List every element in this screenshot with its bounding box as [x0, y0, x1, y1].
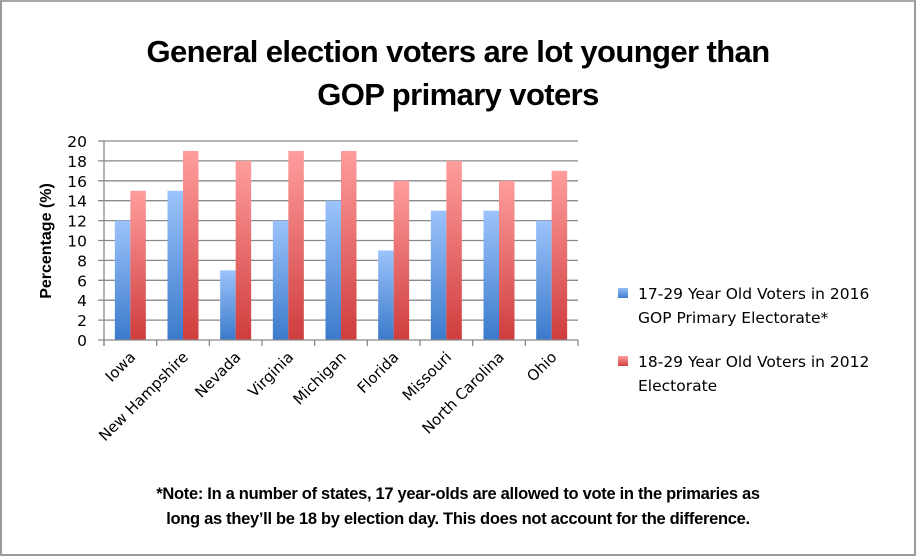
- bar-2012-electorate: [393, 180, 410, 340]
- x-tick-label: Iowa: [102, 348, 140, 386]
- bar-2012-electorate: [183, 150, 199, 340]
- x-tick-label: Ohio: [523, 348, 560, 385]
- bar-2016-primary: [167, 190, 183, 340]
- chart-title-line-1: General election voters are lot younger …: [146, 34, 770, 69]
- bar-2016-primary: [114, 220, 131, 340]
- bar-2012-electorate: [130, 190, 146, 340]
- footnote-line-2: long as they’ll be 18 by election day. T…: [166, 510, 750, 528]
- y-axis-label: Percentage (%): [38, 183, 55, 299]
- chart-title-line-2: GOP primary voters: [317, 77, 599, 112]
- bar-2012-electorate: [341, 150, 357, 340]
- legend-item-2012-electorate: 18-29 Year Old Voters in 2012 Electorate: [618, 350, 908, 398]
- bar-2016-primary: [483, 210, 499, 340]
- y-tick-label: 20: [67, 133, 87, 151]
- bar-2012-electorate: [235, 160, 252, 340]
- legend-label-line: Electorate: [638, 377, 718, 395]
- legend-label-line: 18-29 Year Old Voters in 2012: [638, 353, 870, 371]
- legend: 17-29 Year Old Voters in 2016 GOP Primar…: [618, 282, 908, 418]
- x-tick-label: Michigan: [290, 348, 350, 408]
- bar-2016-primary: [220, 270, 236, 340]
- y-tick-label: 14: [67, 193, 87, 211]
- footnote: *Note: In a number of states, 17 year-ol…: [0, 482, 916, 532]
- axes: [98, 141, 579, 346]
- y-tick-label: 16: [67, 173, 87, 191]
- x-tick-label: Nevada: [191, 348, 244, 401]
- legend-label-line: 17-29 Year Old Voters in 2016: [638, 285, 870, 303]
- legend-item-2016-primary: 17-29 Year Old Voters in 2016 GOP Primar…: [618, 282, 908, 330]
- bar-2016-primary: [272, 220, 289, 340]
- bar-2016-primary: [430, 210, 447, 340]
- y-tick-labels: 0 2 4 6 810 12 14 16 18 20: [67, 133, 87, 350]
- y-tick-label: 8: [77, 252, 87, 270]
- legend-swatch-blue: [618, 288, 628, 298]
- bar-2016-primary: [536, 220, 552, 340]
- legend-label-line: GOP Primary Electorate*: [638, 309, 829, 327]
- bars: [114, 150, 568, 340]
- x-tick-label: Florida: [354, 348, 403, 397]
- footnote-line-1: *Note: In a number of states, 17 year-ol…: [156, 485, 760, 503]
- bar-2012-electorate: [499, 180, 515, 340]
- y-tick-label: 10: [67, 233, 87, 251]
- y-tick-label: 2: [77, 312, 87, 330]
- y-tick-label: 12: [67, 213, 87, 231]
- bar-2016-primary: [378, 250, 394, 340]
- chart-title: General election voters are lot younger …: [0, 30, 916, 116]
- bar-2012-electorate: [446, 160, 462, 340]
- legend-swatch-red: [618, 356, 628, 366]
- y-tick-label: 4: [77, 292, 87, 310]
- y-tick-label: 6: [77, 272, 87, 290]
- y-tick-label: 18: [67, 153, 87, 171]
- bar-2016-primary: [325, 200, 341, 340]
- bar-2012-electorate: [551, 170, 568, 340]
- x-tick-label: New Hampshire: [95, 348, 192, 445]
- y-tick-label: 0: [77, 332, 87, 350]
- x-tick-label: Virginia: [244, 348, 297, 401]
- bar-2012-electorate: [288, 150, 304, 340]
